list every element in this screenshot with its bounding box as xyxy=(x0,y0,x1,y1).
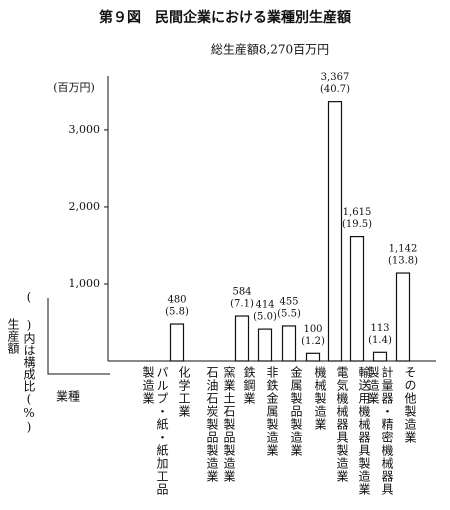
x-tick-label: 石油石炭製品製造業 xyxy=(205,366,219,483)
share-label: (1.4) xyxy=(368,335,392,346)
bar xyxy=(281,325,297,362)
share-label: (13.8) xyxy=(388,256,418,267)
value-label: 414 xyxy=(255,300,274,311)
x-tick-label: 窯業土石製品製造業 xyxy=(222,366,236,483)
x-tick-label: 非鉄金属製造業 xyxy=(265,366,279,457)
x-tick-label: 電気機械器具製造業 xyxy=(335,366,349,483)
x-tick-label: 化学工業 xyxy=(177,366,191,418)
x-tick-label: 鉄鋼業 xyxy=(242,366,256,405)
x-tick-label: 機械製造業 xyxy=(313,366,327,431)
bar xyxy=(395,272,411,362)
x-axis-label: 業種 xyxy=(56,390,80,404)
bar xyxy=(305,352,321,362)
x-tick-label: パルプ・紙・紙加工品製造業 xyxy=(141,366,169,496)
y-tick-label: 2,000 xyxy=(69,200,101,213)
y-tick-label: 3,000 xyxy=(69,123,101,136)
share-label: (5.0) xyxy=(253,312,277,323)
value-label: 455 xyxy=(279,296,298,307)
bar xyxy=(372,351,388,362)
bar xyxy=(257,328,273,362)
value-label: 3,367 xyxy=(321,72,350,83)
share-label: (40.7) xyxy=(320,84,350,95)
share-label: (5.8) xyxy=(165,307,189,318)
legend-bracket xyxy=(47,298,110,375)
y-axis-label: (百万円) xyxy=(53,81,95,94)
value-label: 113 xyxy=(370,323,389,334)
x-tick-label: 金属製品製造業 xyxy=(289,366,303,457)
chart-subtitle: 総生産額8,270百万円 xyxy=(211,42,329,57)
y-tick-label: 1,000 xyxy=(69,277,101,290)
x-tick-label: その他製造業 xyxy=(403,366,417,444)
bar xyxy=(169,323,185,362)
legend-share: ( )内は構成比(%) xyxy=(22,290,36,434)
chart-title: 第９図 民間企業における業種別生産額 xyxy=(99,9,351,26)
x-tick-label: 輸送用機械器具製造業 xyxy=(357,366,371,496)
share-label: (19.5) xyxy=(342,219,372,230)
bar xyxy=(234,315,250,362)
bar xyxy=(349,236,365,362)
value-label: 584 xyxy=(232,287,251,298)
value-label: 1,615 xyxy=(343,207,372,218)
share-label: (1.2) xyxy=(301,336,325,347)
share-label: (7.1) xyxy=(230,299,254,310)
share-label: (5.5) xyxy=(277,308,301,319)
bar xyxy=(327,101,343,362)
x-tick-label: 計量器・精密機械器具製造業 xyxy=(366,366,394,496)
value-label: 480 xyxy=(167,295,186,306)
value-label: 1,142 xyxy=(389,244,418,255)
value-label: 100 xyxy=(303,324,322,335)
legend-value: 生産額 xyxy=(6,318,20,354)
